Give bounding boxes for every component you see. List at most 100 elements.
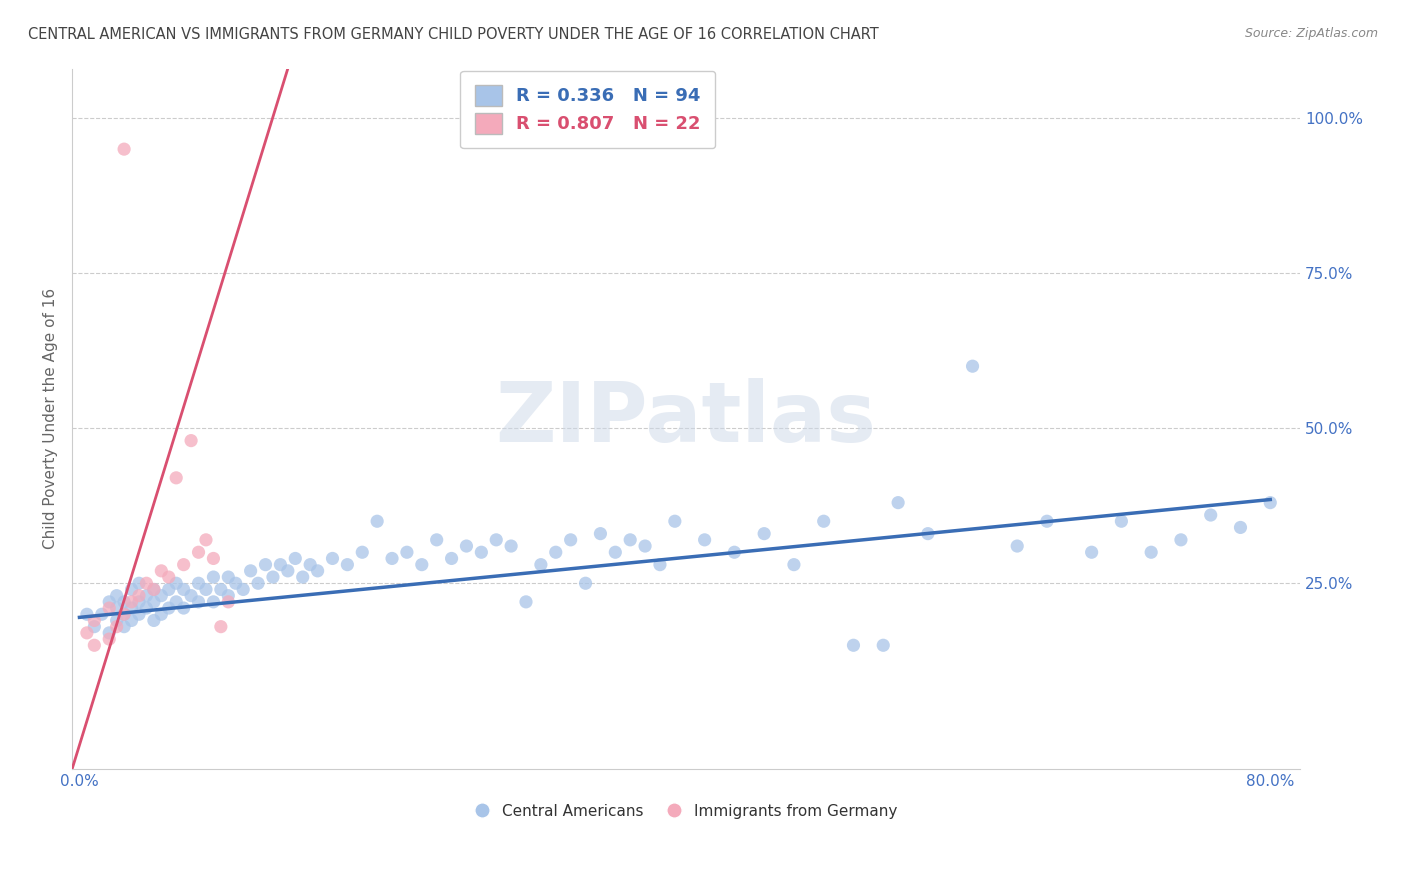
Point [395, 545, 418, 559]
Point [98, 625, 121, 640]
Text: CENTRAL AMERICAN VS IMMIGRANTS FROM GERMANY CHILD POVERTY UNDER THE AGE OF 16 CO: CENTRAL AMERICAN VS IMMIGRANTS FROM GERM… [28, 27, 879, 42]
Text: Source: ZipAtlas.com: Source: ZipAtlas.com [1244, 27, 1378, 40]
Point [648, 558, 671, 572]
Point [723, 545, 745, 559]
Point [202, 595, 225, 609]
Point [225, 576, 247, 591]
Point [105, 601, 128, 615]
Point [485, 533, 508, 547]
Point [321, 551, 343, 566]
Point [142, 614, 165, 628]
Point [1005, 539, 1028, 553]
Legend: Central Americans, Immigrants from Germany: Central Americans, Immigrants from Germa… [468, 797, 904, 825]
Point [121, 614, 143, 628]
Point [887, 495, 910, 509]
Point [501, 539, 523, 553]
Point [180, 589, 202, 603]
Point [112, 620, 135, 634]
Point [157, 570, 180, 584]
Point [1199, 508, 1222, 522]
Point [456, 539, 478, 553]
Point [135, 576, 157, 591]
Point [574, 576, 596, 591]
Point [76, 607, 98, 622]
Point [105, 614, 128, 628]
Point [560, 533, 582, 547]
Point [1111, 514, 1133, 528]
Point [269, 558, 291, 572]
Point [187, 545, 209, 559]
Point [112, 595, 135, 609]
Point [783, 558, 806, 572]
Point [83, 614, 105, 628]
Text: ZIPatlas: ZIPatlas [495, 378, 876, 459]
Point [605, 545, 627, 559]
Point [173, 558, 195, 572]
Point [157, 601, 180, 615]
Point [194, 533, 217, 547]
Point [619, 533, 641, 547]
Point [150, 589, 173, 603]
Point [470, 545, 492, 559]
Point [98, 601, 121, 615]
Point [752, 526, 775, 541]
Point [813, 514, 835, 528]
Point [307, 564, 329, 578]
Y-axis label: Child Poverty Under the Age of 16: Child Poverty Under the Age of 16 [44, 288, 58, 549]
Point [1229, 520, 1251, 534]
Point [247, 576, 270, 591]
Point [530, 558, 553, 572]
Point [98, 632, 121, 646]
Point [962, 359, 984, 374]
Point [173, 582, 195, 597]
Point [1140, 545, 1163, 559]
Point [440, 551, 463, 566]
Point [128, 607, 150, 622]
Point [187, 595, 209, 609]
Point [1170, 533, 1192, 547]
Point [232, 582, 254, 597]
Point [121, 601, 143, 615]
Point [1036, 514, 1059, 528]
Point [291, 570, 314, 584]
Point [112, 607, 135, 622]
Point [128, 589, 150, 603]
Point [634, 539, 657, 553]
Point [872, 638, 894, 652]
Point [202, 551, 225, 566]
Point [515, 595, 537, 609]
Point [284, 551, 307, 566]
Point [121, 595, 143, 609]
Point [98, 595, 121, 609]
Point [142, 582, 165, 597]
Point [1258, 495, 1281, 509]
Point [90, 607, 112, 622]
Point [277, 564, 299, 578]
Point [135, 601, 157, 615]
Point [544, 545, 567, 559]
Point [411, 558, 433, 572]
Point [105, 620, 128, 634]
Point [112, 607, 135, 622]
Point [336, 558, 359, 572]
Point [121, 582, 143, 597]
Point [589, 526, 612, 541]
Point [83, 638, 105, 652]
Point [299, 558, 322, 572]
Point [842, 638, 865, 652]
Point [352, 545, 374, 559]
Point [217, 595, 239, 609]
Point [1080, 545, 1102, 559]
Point [187, 576, 209, 591]
Point [426, 533, 449, 547]
Point [917, 526, 939, 541]
Point [254, 558, 277, 572]
Point [693, 533, 716, 547]
Point [150, 607, 173, 622]
Point [165, 471, 187, 485]
Point [165, 595, 187, 609]
Point [135, 589, 157, 603]
Point [128, 595, 150, 609]
Point [262, 570, 284, 584]
Point [128, 576, 150, 591]
